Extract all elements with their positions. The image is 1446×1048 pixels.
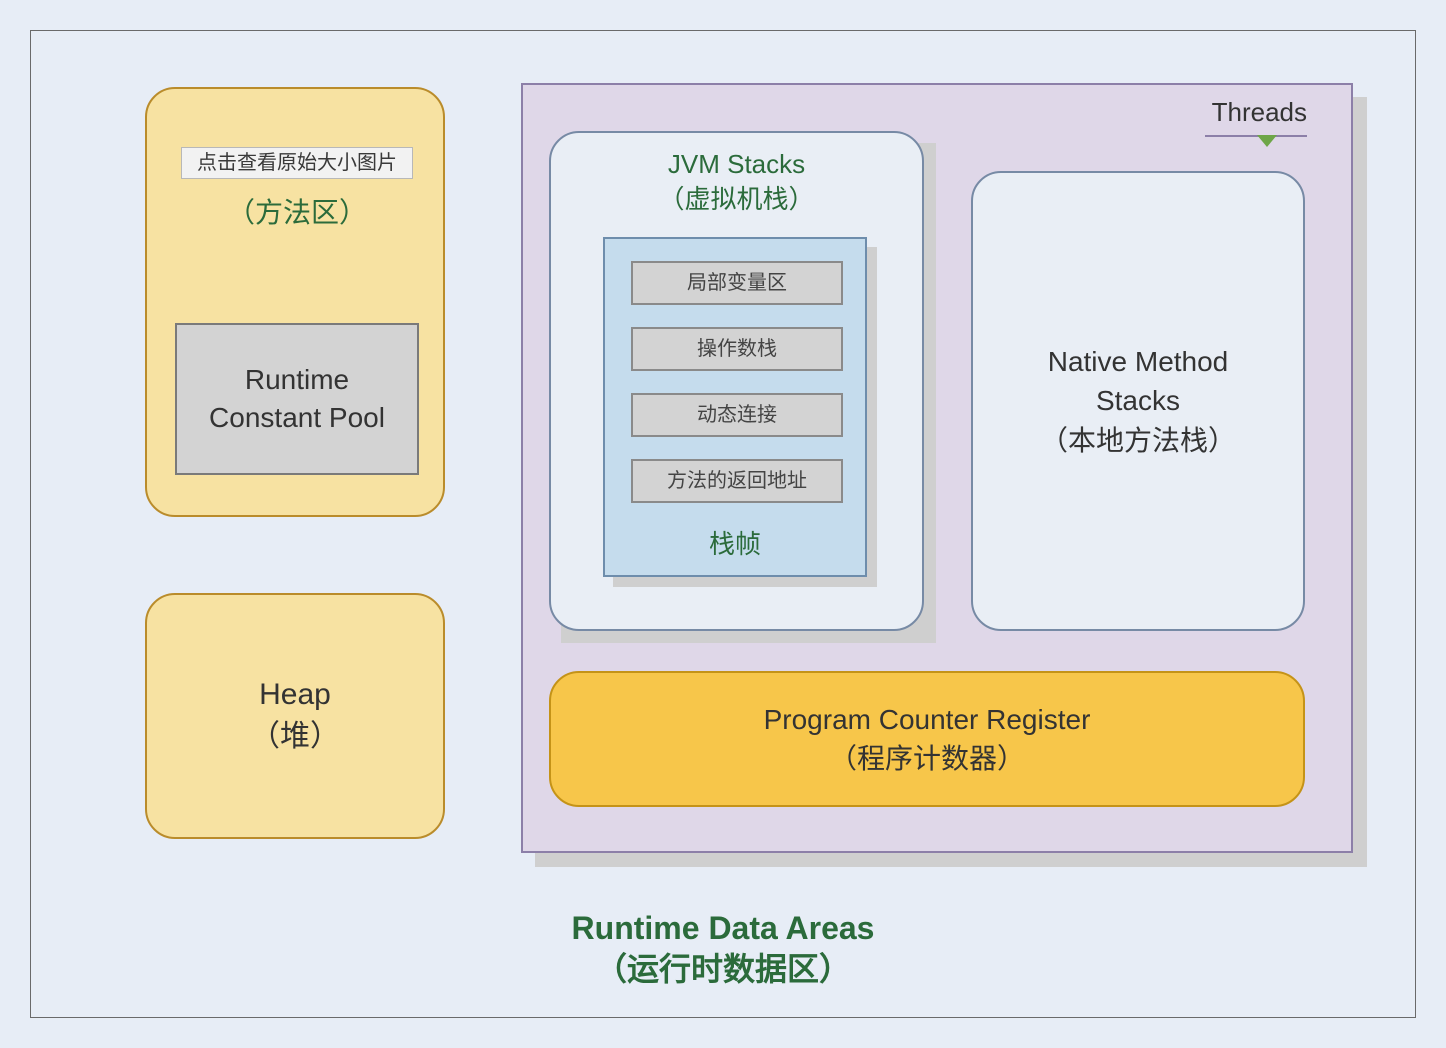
diagram-title: Runtime Data Areas （运行时数据区） [31, 908, 1415, 991]
jvm-title-en: JVM Stacks [551, 147, 922, 182]
heap-box: Heap （堆） [145, 593, 445, 839]
jvm-title-cn: （虚拟机栈） [551, 182, 922, 217]
jvm-stacks-title: JVM Stacks （虚拟机栈） [551, 147, 922, 217]
rcp-line1: Runtime [209, 361, 385, 399]
stack-frame-label: 栈帧 [605, 524, 865, 561]
diagram-title-cn: （运行时数据区） [31, 949, 1415, 991]
native-line1: Native Method [1040, 342, 1236, 381]
native-line2: Stacks [1040, 381, 1236, 420]
program-counter-register-box: Program Counter Register （程序计数器） [549, 671, 1305, 807]
runtime-data-areas-container: （方法区） Runtime Constant Pool 点击查看原始大小图片 H… [30, 30, 1416, 1018]
threads-underline [1205, 135, 1307, 137]
threads-label: Threads [1212, 97, 1307, 128]
frame-item-local-vars: 局部变量区 [631, 261, 843, 305]
jvm-stacks-box: JVM Stacks （虚拟机栈） 局部变量区 操作数栈 动态连接 方法的返回地… [549, 131, 924, 631]
method-area-subtitle: （方法区） [217, 191, 377, 231]
native-line3: （本地方法栈） [1040, 421, 1236, 460]
native-method-stacks-box: Native Method Stacks （本地方法栈） [971, 171, 1305, 631]
heap-line2: （堆） [250, 716, 340, 758]
chevron-down-icon [1257, 135, 1277, 147]
stack-frame-box: 局部变量区 操作数栈 动态连接 方法的返回地址 栈帧 [603, 237, 867, 577]
image-tooltip[interactable]: 点击查看原始大小图片 [181, 147, 413, 179]
frame-item-dynamic-linking: 动态连接 [631, 393, 843, 437]
diagram-title-en: Runtime Data Areas [31, 908, 1415, 950]
frame-item-operand-stack: 操作数栈 [631, 327, 843, 371]
rcp-line2: Constant Pool [209, 399, 385, 437]
runtime-constant-pool-box: Runtime Constant Pool [175, 323, 419, 475]
pc-line1: Program Counter Register [764, 700, 1091, 739]
heap-line1: Heap [250, 674, 340, 716]
pc-line2: （程序计数器） [764, 739, 1091, 778]
frame-item-return-address: 方法的返回地址 [631, 459, 843, 503]
